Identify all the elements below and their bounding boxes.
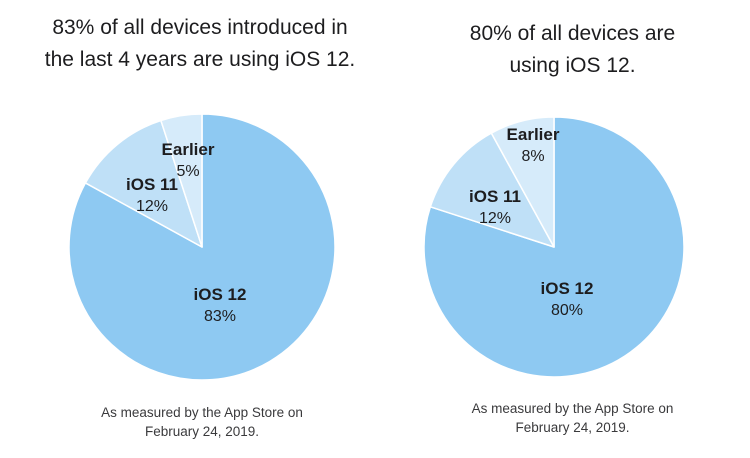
slice-value-ios11: 12%	[479, 210, 511, 227]
slice-label-earlier: Earlier	[162, 140, 215, 159]
slice-value-earlier: 8%	[521, 148, 544, 165]
pie-slice-earlier	[490, 116, 555, 248]
chart-title-line-2: the last 4 years are using iOS 12.	[44, 48, 356, 71]
footnote-line-2: February 24, 2019.	[515, 420, 630, 435]
slice-value-ios12: 80%	[551, 302, 583, 319]
footnote-line-1: As measured by the App Store on	[471, 401, 674, 416]
pie-chart: iOS 12 83% iOS 11 12% Earlier 5%	[68, 113, 336, 381]
slice-label-ios12: iOS 12	[541, 279, 594, 298]
footnote-line-1: As measured by the App Store on	[101, 405, 303, 420]
slice-label-ios11: iOS 11	[126, 175, 178, 194]
pie-slice-ios11	[429, 132, 555, 248]
slice-label-earlier: Earlier	[507, 125, 560, 144]
pie-slice-earlier	[160, 113, 203, 248]
chart-panel-all-devices: 80% of all devices are using iOS 12. iOS…	[400, 0, 750, 458]
pie-slice-ios11	[84, 119, 203, 248]
chart-title: 83% of all devices introduced in the las…	[0, 12, 400, 76]
slice-value-earlier: 5%	[176, 163, 199, 180]
chart-title-line-1: 83% of all devices introduced in	[52, 16, 348, 39]
chart-panel-devices-last-4-years: 83% of all devices introduced in the las…	[0, 12, 400, 441]
slice-label-ios11: iOS 11	[469, 187, 521, 206]
slice-label-ios12: iOS 12	[194, 285, 247, 304]
chart-footnote: As measured by the App Store on February…	[395, 399, 750, 437]
slice-value-ios11: 12%	[136, 198, 168, 215]
footnote-line-2: February 24, 2019.	[144, 424, 260, 439]
chart-title-line-2: using iOS 12.	[509, 54, 636, 77]
pie-chart: iOS 12 80% iOS 11 12% Earlier 8%	[423, 116, 685, 378]
chart-title: 80% of all devices are using iOS 12.	[395, 18, 750, 82]
slice-value-ios12: 83%	[204, 308, 236, 325]
chart-title-line-1: 80% of all devices are	[469, 22, 676, 45]
chart-footnote: As measured by the App Store on February…	[4, 403, 400, 441]
